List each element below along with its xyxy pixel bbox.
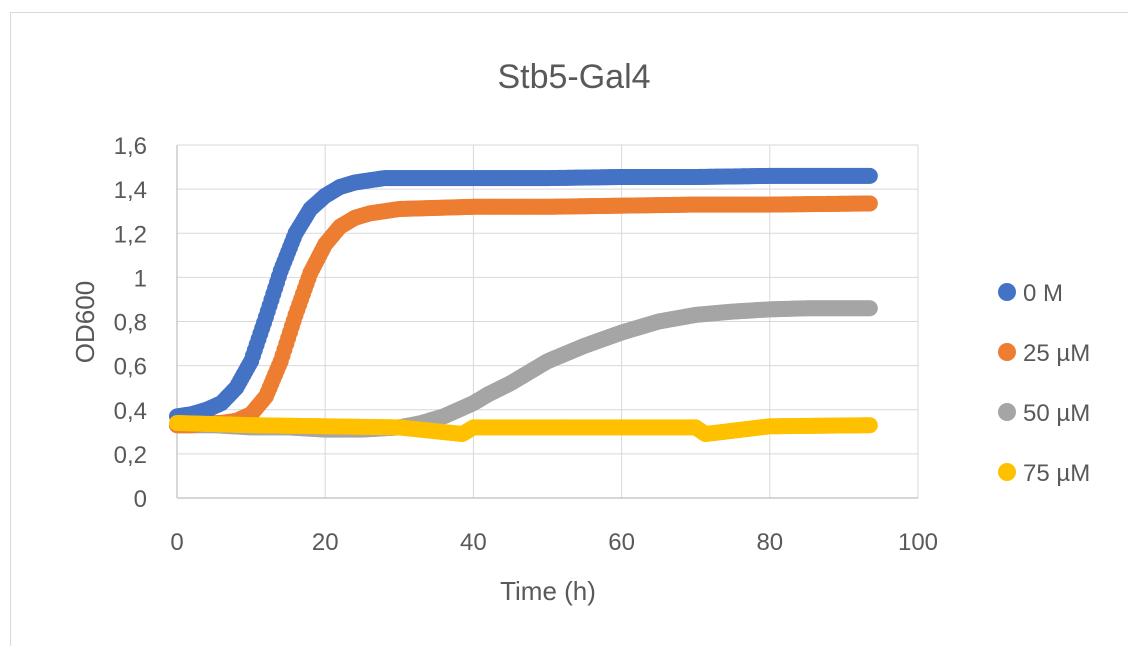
x-tick-label: 0	[170, 529, 183, 556]
y-tick-label: 0	[134, 486, 147, 513]
legend-label: 50 µM	[1023, 400, 1090, 427]
y-tick-label: 0,2	[114, 442, 147, 469]
y-tick-label: 1,6	[114, 133, 147, 160]
y-tick-label: 1,4	[114, 177, 147, 204]
chart-frame	[10, 12, 1128, 646]
data-point	[861, 167, 878, 184]
legend-label: 25 µM	[1023, 340, 1090, 367]
x-tick-label: 20	[312, 529, 339, 556]
tick-labels: 0 0,2 0,4 0,6 0,8 1 1,2 1,4 1,6 0 20 40 60 80 100	[114, 133, 938, 556]
chart-title: Stb5-Gal4	[497, 58, 650, 96]
x-axis-label: Time (h)	[500, 576, 596, 606]
legend-label: 0 M	[1023, 280, 1063, 307]
legend-marker	[998, 403, 1016, 421]
series-0-m	[169, 167, 878, 425]
x-tick-label: 80	[756, 529, 783, 556]
data-point	[861, 417, 878, 434]
data-point	[861, 195, 878, 212]
x-tick-label: 100	[898, 529, 938, 556]
legend-label: 75 µM	[1023, 460, 1090, 487]
legend-marker	[998, 463, 1016, 481]
legend-marker	[998, 283, 1016, 301]
axes	[176, 145, 918, 499]
y-tick-label: 1	[134, 265, 147, 292]
y-tick-label: 0,6	[114, 354, 147, 381]
series-75-m	[169, 414, 878, 443]
plot-area	[169, 167, 878, 443]
legend-marker	[998, 343, 1016, 361]
gridlines	[177, 144, 919, 498]
data-point	[861, 300, 878, 317]
legend: 0 M 25 µM 50 µM 75 µM	[998, 280, 1090, 487]
y-tick-label: 1,2	[114, 221, 147, 248]
x-tick-label: 40	[460, 529, 487, 556]
y-tick-label: 0,8	[114, 310, 147, 337]
x-tick-label: 60	[608, 529, 635, 556]
y-tick-label: 0,4	[114, 398, 147, 425]
y-axis-label: OD600	[70, 281, 100, 363]
